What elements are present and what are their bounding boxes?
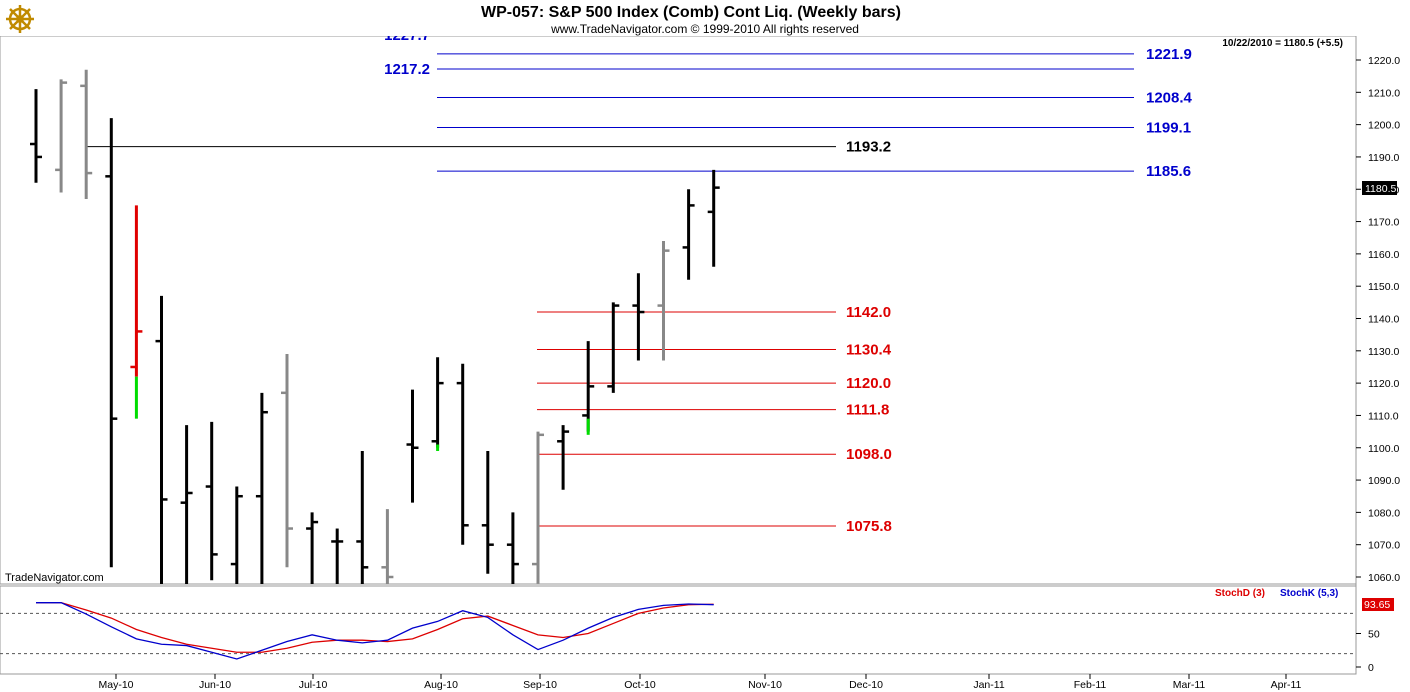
price-tick-label: 1100.0 (1368, 443, 1399, 455)
price-tick-label: 1150.0 (1368, 281, 1399, 293)
price-tick-label: 1210.0 (1368, 87, 1400, 99)
price-tick-label: 1070.0 (1368, 540, 1400, 552)
price-levels: 1227.71221.91217.21208.41199.11193.21185… (87, 27, 1193, 535)
level-label: 1217.2 (384, 61, 430, 78)
price-tick-label: 1170.0 (1368, 217, 1399, 229)
price-tick-label: 1220.0 (1368, 55, 1400, 67)
date-tick-label: Aug-10 (424, 679, 458, 691)
level-label: 1120.0 (846, 375, 891, 392)
price-tick-label: 1080.0 (1368, 507, 1400, 519)
last-quote: 10/22/2010 = 1180.5 (+5.5) (1222, 38, 1343, 49)
brand-watermark: TradeNavigator.com (5, 572, 104, 584)
date-tick-label: Jul-10 (299, 679, 328, 691)
header-band (0, 0, 1410, 36)
price-tick-label: 1090.0 (1368, 475, 1400, 487)
stoch-last-box (1362, 598, 1394, 611)
price-tick-label: 1160.0 (1368, 249, 1399, 261)
level-label: 1130.4 (846, 342, 892, 359)
price-panel (0, 35, 1357, 585)
stoch-series-line (36, 602, 714, 660)
level-label: 1142.0 (846, 304, 891, 321)
price-tick-label: 1130.0 (1368, 346, 1399, 358)
price-tick-label: 1190.0 (1368, 152, 1399, 164)
stoch-last-label: 93.65 (1364, 599, 1390, 611)
level-label: 1098.0 (846, 446, 892, 463)
date-tick-label: Feb-11 (1074, 679, 1107, 691)
level-label: 1208.4 (1146, 89, 1193, 106)
date-axis: May-10 Jun-10 Jul-10 Aug-10 Sep-10 Oct-10 Nov-… (98, 674, 1302, 691)
date-tick-label: Jan-11 (973, 679, 1004, 691)
level-label: 1199.1 (1146, 120, 1191, 137)
stoch-tick-label: 50 (1368, 629, 1380, 641)
level-label: 1193.2 (846, 139, 891, 156)
price-tick-label: 1200.0 (1368, 120, 1400, 132)
level-label: 1111.8 (846, 402, 889, 419)
stochastic-panel: 0 50 (0, 602, 1380, 674)
date-tick-label: Nov-10 (748, 679, 782, 691)
legend-stochd: StochD (3) (1215, 588, 1265, 599)
price-tick-label: 1140.0 (1368, 314, 1399, 326)
date-tick-label: Oct-10 (624, 679, 656, 691)
last-price-box (1362, 181, 1397, 195)
price-bars (30, 69, 720, 584)
legend-stochk: StochK (5,3) (1280, 588, 1338, 599)
level-label: 1185.6 (1146, 163, 1191, 180)
date-tick-label: Dec-10 (849, 679, 883, 691)
price-tick-label: 1110.0 (1368, 410, 1399, 422)
date-tick-label: May-10 (98, 679, 133, 691)
last-price-label: 1180.5 (1365, 183, 1396, 195)
date-tick-label: Mar-11 (1173, 679, 1206, 691)
stoch-panel (0, 585, 1357, 675)
copyright-subtitle: www.TradeNavigator.com © 1999-2010 All r… (550, 22, 859, 36)
chart-title: WP-057: S&P 500 Index (Comb) Cont Liq. (… (481, 4, 901, 21)
price-axis: 1060.0 1070.0 1080.0 1090.0 1100.0 1110.0 1120… (1356, 55, 1400, 584)
level-label: 1075.8 (846, 518, 892, 535)
price-tick-label: 1060.0 (1368, 572, 1400, 584)
date-tick-label: Jun-10 (199, 679, 231, 691)
ship-wheel-icon (6, 5, 34, 33)
level-label: 1221.9 (1146, 46, 1192, 63)
stoch-series-line (36, 602, 714, 653)
price-tick-label: 1120.0 (1368, 378, 1399, 390)
date-tick-label: Sep-10 (523, 679, 557, 691)
date-tick-label: Apr-11 (1271, 679, 1302, 691)
stoch-tick-label: 0 (1368, 662, 1374, 674)
